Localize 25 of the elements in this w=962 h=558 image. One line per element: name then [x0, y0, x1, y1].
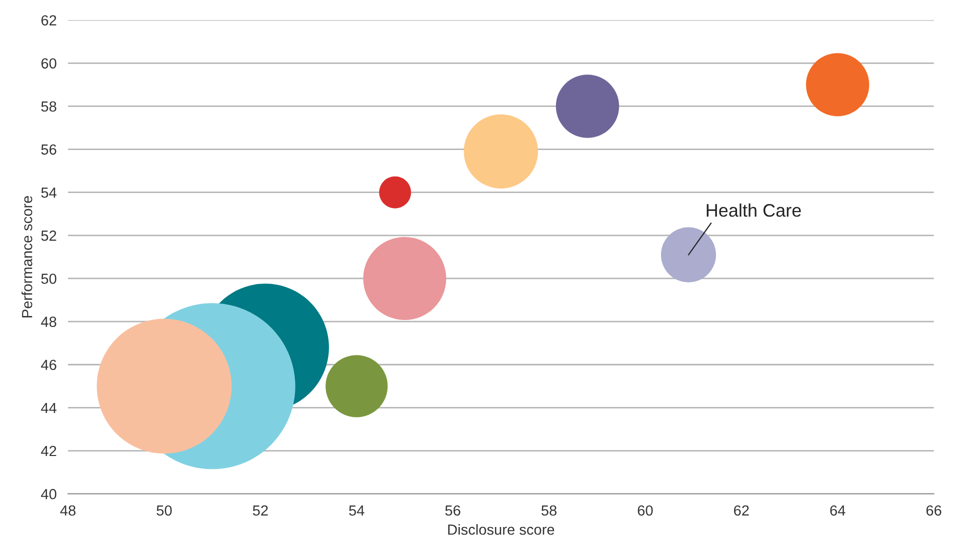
- y-tick-label: 52: [41, 230, 56, 241]
- y-tick-label: 46: [41, 360, 56, 370]
- y-axis-title: Performance score: [22, 196, 32, 318]
- annotation: Health Care: [706, 204, 801, 217]
- x-tick-label: 56: [445, 505, 460, 516]
- y-tick-label: 58: [41, 101, 56, 112]
- y-tick-label: 62: [41, 15, 56, 26]
- y-tick-label: 48: [41, 316, 56, 327]
- x-tick-label: 60: [638, 505, 653, 516]
- y-tick-label: 60: [41, 58, 56, 69]
- y-tick-label: 56: [41, 144, 56, 155]
- y-tick-label: 40: [41, 488, 56, 500]
- x-tick-label: 52: [252, 505, 268, 516]
- x-axis-title: Disclosure score: [448, 524, 554, 535]
- y-tick-label: 54: [41, 188, 56, 198]
- x-tick-label: 54: [349, 505, 364, 516]
- y-tick-label: 44: [41, 402, 56, 413]
- x-tick-label: 66: [926, 505, 942, 516]
- x-tick-label: 48: [60, 505, 76, 516]
- x-tick-label: 62: [734, 505, 749, 516]
- x-tick-label: 58: [541, 505, 556, 516]
- x-tick-label: 64: [830, 505, 846, 516]
- x-tick-label: 50: [156, 505, 172, 516]
- y-tick-label: 50: [41, 274, 56, 284]
- y-tick-label: 42: [41, 446, 56, 456]
